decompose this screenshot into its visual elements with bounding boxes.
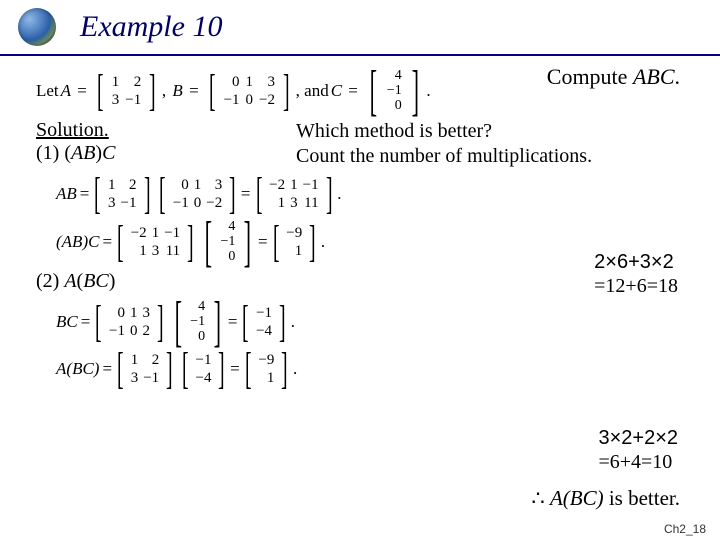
cost-1: 2×6+3×2 =12+6=18 xyxy=(594,250,678,298)
eq-AB: AB = [ 13 2−1 ] [ 0−1 10 3−2 ] = [ −21 1… xyxy=(56,175,684,213)
globe-icon xyxy=(18,8,56,46)
cost2-line1: 3×2+2×2 xyxy=(598,427,678,449)
B-col2: 10 xyxy=(244,73,256,109)
cost2-line2: =6+4=10 xyxy=(598,450,678,474)
A-col1: 13 xyxy=(110,73,122,109)
let-prefix: Let xyxy=(36,82,59,99)
content-area: Let A = [ 13 2−1 ] , B = [ 0−1 10 3−2 ] … xyxy=(0,56,720,388)
solution-label: Solution. xyxy=(36,119,296,142)
part2-label: (2) A(BC) xyxy=(36,270,684,293)
A-label: A xyxy=(61,82,71,99)
solution-row: Solution. (1) (AB)C Which method is bett… xyxy=(36,119,684,169)
A-col2: 2−1 xyxy=(123,73,143,109)
cost-2: 3×2+2×2 =6+4=10 xyxy=(598,426,678,474)
title-bar: Example 10 xyxy=(0,0,720,56)
part1-label: (1) (AB)C xyxy=(36,142,296,165)
B-col1: 0−1 xyxy=(222,73,242,109)
method-hint: Count the number of multiplications. xyxy=(296,144,592,169)
B-col3: 3−2 xyxy=(257,73,277,109)
method-q: Which method is better? xyxy=(296,119,592,144)
method-text: Which method is better? Count the number… xyxy=(296,119,592,169)
B-label: B xyxy=(172,82,182,99)
compute-text: Compute ABC. xyxy=(547,64,680,90)
page-footer: Ch2_18 xyxy=(664,522,706,536)
cost1-line1: 2×6+3×2 xyxy=(594,251,674,273)
eq-A-BC: A(BC) = [ 13 2−1 ] [ −1−4 ] = [ −91 ]. xyxy=(56,350,684,388)
conclusion: ∴ A(BC) is better. xyxy=(531,486,680,511)
C-col: 4−10 xyxy=(385,68,404,113)
cost1-line2: =12+6=18 xyxy=(594,274,678,298)
eq-BC: BC = [ 0−1 10 32 ] [ 4−10 ] = [ −1−4 ]. xyxy=(56,299,684,344)
C-label: C xyxy=(331,82,342,99)
eq-ABC: (AB)C = [ −21 13 −111 ] [ 4−10 ] = [ −91… xyxy=(56,219,684,264)
and-text: , and xyxy=(296,82,329,99)
page-title: Example 10 xyxy=(80,10,222,44)
